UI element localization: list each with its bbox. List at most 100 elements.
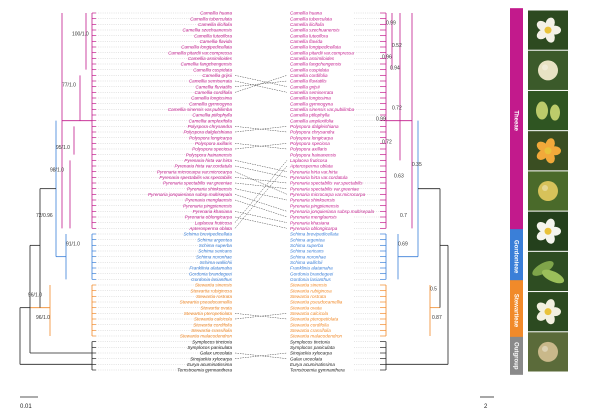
left-taxon-label: Camellia longipedicellata [181,45,232,50]
left-support-value: 100/1.0 [72,32,89,38]
right-taxon-label: Schima sericans [290,249,324,254]
right-taxon-label: Stewartia crassifolia [290,328,331,333]
right-taxon-label: Polyspora speciosa [290,141,330,146]
left-taxon-label: Camellia cuspidata [193,67,232,72]
right-taxon-label: Pyrenaria oblongicarpa [290,226,338,231]
right-taxon-label: Camellia pitardii var.compressa [290,50,354,55]
left-taxon-label: Polyspora speciosa [192,147,232,152]
taxon-link [234,80,288,87]
right-taxon-label: Pyrenaria microcarpa var.microcarpa [290,192,366,197]
taxon-link [234,165,288,178]
taxon-link [234,211,288,223]
taxon-link [234,177,288,184]
right-taxon-label: Stewartia pseudocamellia [290,300,343,305]
right-support-value: 0.63 [394,173,404,179]
left-taxon-label: Stewartia malacodendron [180,334,233,339]
clade-bands: Theeae Gordonieae Stewartieae Outgroup [510,8,523,375]
right-support-value: 0.72 [382,139,392,145]
right-taxon-label: Symplocos paniculata [290,345,335,350]
left-taxon-label: Camellia cordifolia [194,90,232,95]
right-support-value: 0.69 [398,241,408,247]
left-taxon-label: Stewartia cordifolia [193,322,232,327]
right-taxon-label: Stewartia rostrata [290,294,326,299]
right-taxon-label: Schima argentea [290,237,325,242]
left-support-value: 95/1.0 [56,145,70,151]
left-taxon-label: Franklinia alatamaha [189,266,232,271]
left-taxon-label: Camellia semiserrata [189,79,233,84]
plant-photo [528,171,568,211]
left-taxon-label: Polyspora longicarpa [189,135,232,140]
right-support-value: 0.52 [392,43,402,49]
left-taxon-label: Ternstroemia gymnanthera [177,368,232,373]
right-taxon-label: Schima superba [290,243,324,248]
right-taxon-label: Stewartia sinensis [290,283,328,288]
right-taxon-label: Camellia tuberculata [290,16,332,21]
left-support-value: 98/1.0 [50,168,64,174]
left-taxon-label: Polyspora axillaris [195,141,233,146]
right-taxon-label: Camellia luteoflora [290,33,328,38]
right-taxon-label: Schima brevipedicellata [290,232,339,237]
taxon-link [234,160,288,172]
taxon-link [234,75,288,87]
taxon-link [234,75,288,93]
left-taxon-label: Schima brevipedicellata [183,232,232,237]
right-taxon-label: Camellia ilicifolia [290,22,324,27]
right-taxon-label: Camellia sinensis var.pubilimba [290,107,355,112]
left-taxon-label: Camellia ilicifolia [198,22,232,27]
taxon-link [234,199,288,218]
right-taxon-label: Camellia flavida [290,39,323,44]
right-taxon-label: Camellia cordifolia [290,73,328,78]
right-taxon-label: Stewartia malacodendron [290,334,343,339]
taxon-link [234,160,288,223]
plant-photo [528,131,568,171]
left-taxon-label: Polyspora hainanensis [186,152,233,157]
clade-band-label: Stewartieae [513,294,519,328]
left-taxon-label: Schima wallichii [200,260,233,265]
left-taxon-label: Camellia pitardii var.compressa [168,50,232,55]
scale-bars: 0.01 2 [20,396,494,410]
right-support-value: 0.72 [392,105,402,111]
left-taxon-label: Pyrenaria jonquieriana subsp.multisepala [148,192,232,197]
right-taxon-label: Polyspora chrysandra [290,130,335,135]
right-support-value: 0.99 [376,117,386,123]
taxon-link [234,313,288,320]
right-support-value: 0.94 [390,66,400,72]
discordance-links [234,75,288,359]
right-taxon-label: Camellia fluviatilis [290,79,327,84]
left-support-value: 91/1.0 [66,241,80,247]
right-support-value: 0.99 [386,20,396,26]
left-taxon-label: Polyspora chrysandra [188,124,233,129]
right-taxon-label: Polyspora hainanensis [290,152,337,157]
left-support-value: 96/1.0 [28,292,42,298]
right-taxon-label: Stewartia rubiginosa [290,288,332,293]
left-taxon-label: Camellia fangchengensis [181,62,233,67]
left-taxon-label: Gordonia lasianthus [191,277,233,282]
left-taxon-label: Symplocos tinctoria [192,339,232,344]
left-taxon-label: Stewartia rubiginosa [190,288,232,293]
plant-photo [528,332,568,372]
left-taxon-label: Stewartia pseudocamellia [180,300,233,305]
right-taxon-label: Camellia cuspidata [290,67,329,72]
right-taxon-label: Stewartia pteropetiolata [290,317,339,322]
plant-photo [528,211,568,251]
taxon-link [234,165,288,229]
left-taxon-label: Pyrenaria microcarpa var.microcarpa [157,169,233,174]
left-taxon-label: Schima sericans [198,249,232,254]
right-taxon-label: Franklinia alatamaha [290,266,333,271]
left-taxon-label: Camellia grijsii [202,73,233,78]
left-taxon-label: Camellia szechuanensis [182,28,232,33]
left-taxon-label: Galax urceolata [200,351,233,356]
taxon-link [234,80,288,93]
right-taxon-label: Polyspora dalgleishiana [290,124,339,129]
plant-photo [528,251,568,292]
left-taxon-label: Sinojackia xylocarpa [190,356,232,361]
taxon-link [234,182,288,189]
left-taxon-label: Pyrenaria oblongicarpa [185,215,233,220]
taxon-link [234,194,288,212]
right-taxon-label: Camellia assimiloides [290,56,335,61]
left-taxon-label: Laplacea fruticosa [195,220,233,225]
right-taxon-label: Polyspora axillaris [290,147,328,152]
clade-band-label: Outgroup [513,342,519,370]
right-taxon-label: Pyrenaria pingpienensis [290,203,340,208]
